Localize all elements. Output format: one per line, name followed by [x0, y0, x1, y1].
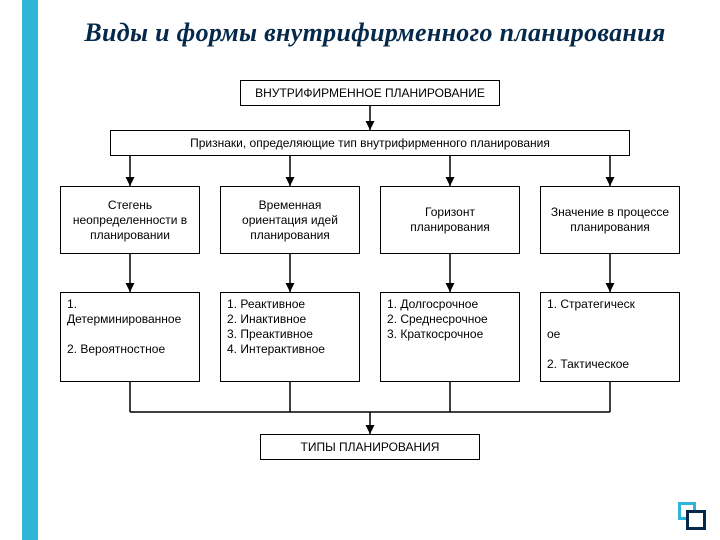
- node-d3-text: 1. Долгосрочное 2. Среднесрочное 3. Крат…: [387, 297, 488, 342]
- accent-bar: [22, 0, 38, 540]
- node-criterion-3: Горизонт планирования: [380, 186, 520, 254]
- node-d4-text: 1. Стратегическ ое 2. Тактическое: [547, 297, 635, 372]
- node-detail-1: 1. Детерминированное 2. Вероятностное: [60, 292, 200, 382]
- node-criterion-2: Временная ориентация идей планирования: [220, 186, 360, 254]
- node-top: ВНУТРИФИРМЕННОЕ ПЛАНИРОВАНИЕ: [240, 80, 500, 106]
- node-features-text: Признаки, определяющие тип внутрифирменн…: [190, 136, 550, 151]
- node-d1-text: 1. Детерминированное 2. Вероятностное: [67, 297, 193, 357]
- page-title: Виды и формы внутрифирменного планирован…: [50, 18, 700, 48]
- node-bottom-text: ТИПЫ ПЛАНИРОВАНИЯ: [301, 440, 440, 455]
- diagram-canvas: ВНУТРИФИРМЕННОЕ ПЛАНИРОВАНИЕ Признаки, о…: [50, 74, 690, 504]
- node-top-text: ВНУТРИФИРМЕННОЕ ПЛАНИРОВАНИЕ: [255, 86, 485, 101]
- node-c1-text: Стегень неопределенности в планировании: [67, 198, 193, 243]
- node-c4-text: Значение в процессе планирования: [547, 205, 673, 235]
- corner-decoration: [672, 496, 706, 530]
- node-criterion-1: Стегень неопределенности в планировании: [60, 186, 200, 254]
- corner-square-dark: [686, 510, 706, 530]
- node-d2-text: 1. Реактивное 2. Инактивное 3. Преактивн…: [227, 297, 325, 357]
- node-detail-3: 1. Долгосрочное 2. Среднесрочное 3. Крат…: [380, 292, 520, 382]
- node-features: Признаки, определяющие тип внутрифирменн…: [110, 130, 630, 156]
- node-detail-4: 1. Стратегическ ое 2. Тактическое: [540, 292, 680, 382]
- node-criterion-4: Значение в процессе планирования: [540, 186, 680, 254]
- node-bottom: ТИПЫ ПЛАНИРОВАНИЯ: [260, 434, 480, 460]
- node-c2-text: Временная ориентация идей планирования: [227, 198, 353, 243]
- node-detail-2: 1. Реактивное 2. Инактивное 3. Преактивн…: [220, 292, 360, 382]
- node-c3-text: Горизонт планирования: [387, 205, 513, 235]
